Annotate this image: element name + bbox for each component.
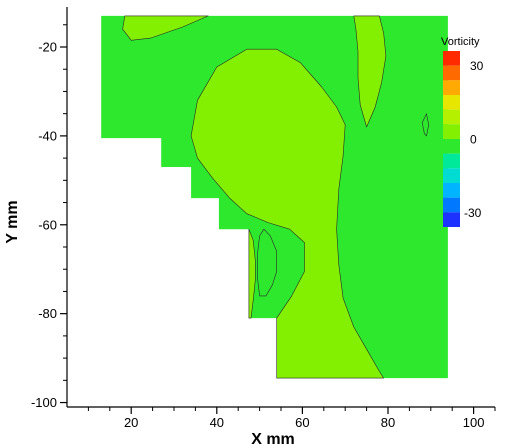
x-tick-label: 40 xyxy=(210,415,224,430)
x-tick-label: 100 xyxy=(463,415,485,430)
x-axis-title: X mm xyxy=(251,431,295,448)
contour-region-top-left-patch xyxy=(122,15,209,41)
legend-tick-label: -30 xyxy=(464,206,482,220)
legend-swatch xyxy=(443,109,460,125)
legend-swatch xyxy=(443,212,460,227)
legend-swatch xyxy=(443,139,460,154)
contour-regions xyxy=(101,15,448,379)
contour-region-top-right-strip xyxy=(353,15,387,128)
legend-swatch xyxy=(443,65,460,81)
contour-region-large-core xyxy=(190,48,385,379)
contour-region-left-edge-patch xyxy=(248,228,256,319)
y-tick-label: -60 xyxy=(38,217,57,232)
legend-swatch xyxy=(443,183,460,198)
x-tick-label: 20 xyxy=(124,415,138,430)
legend-swatch xyxy=(443,80,460,95)
y-tick-label: -20 xyxy=(38,40,57,55)
y-tick-label: -80 xyxy=(38,306,57,321)
legend-swatch xyxy=(443,95,460,110)
x-tick-label: 80 xyxy=(381,415,395,430)
contour-region-inner-hole xyxy=(257,228,278,297)
legend-swatch xyxy=(443,197,460,213)
legend-swatch xyxy=(443,51,460,66)
x-tick-label: 60 xyxy=(295,415,309,430)
y-tick-label: -100 xyxy=(31,395,57,410)
contour-region-small-right-patch xyxy=(421,113,430,137)
legend-tick-label: 30 xyxy=(470,59,484,73)
plot-axes: 20 40 60 80 100 -20 -40 -60 -80 -100 X mm Y mm xyxy=(4,7,496,448)
legend-title: Vorticity xyxy=(441,36,480,48)
legend-tick-label: 0 xyxy=(470,133,477,147)
legend: Vorticity 30 0 -30 xyxy=(441,36,484,227)
legend-swatch xyxy=(443,153,460,169)
legend-swatch xyxy=(443,124,460,139)
y-tick-label: -40 xyxy=(38,128,57,143)
y-axis-title: Y mm xyxy=(4,200,21,243)
legend-swatch xyxy=(443,168,460,183)
